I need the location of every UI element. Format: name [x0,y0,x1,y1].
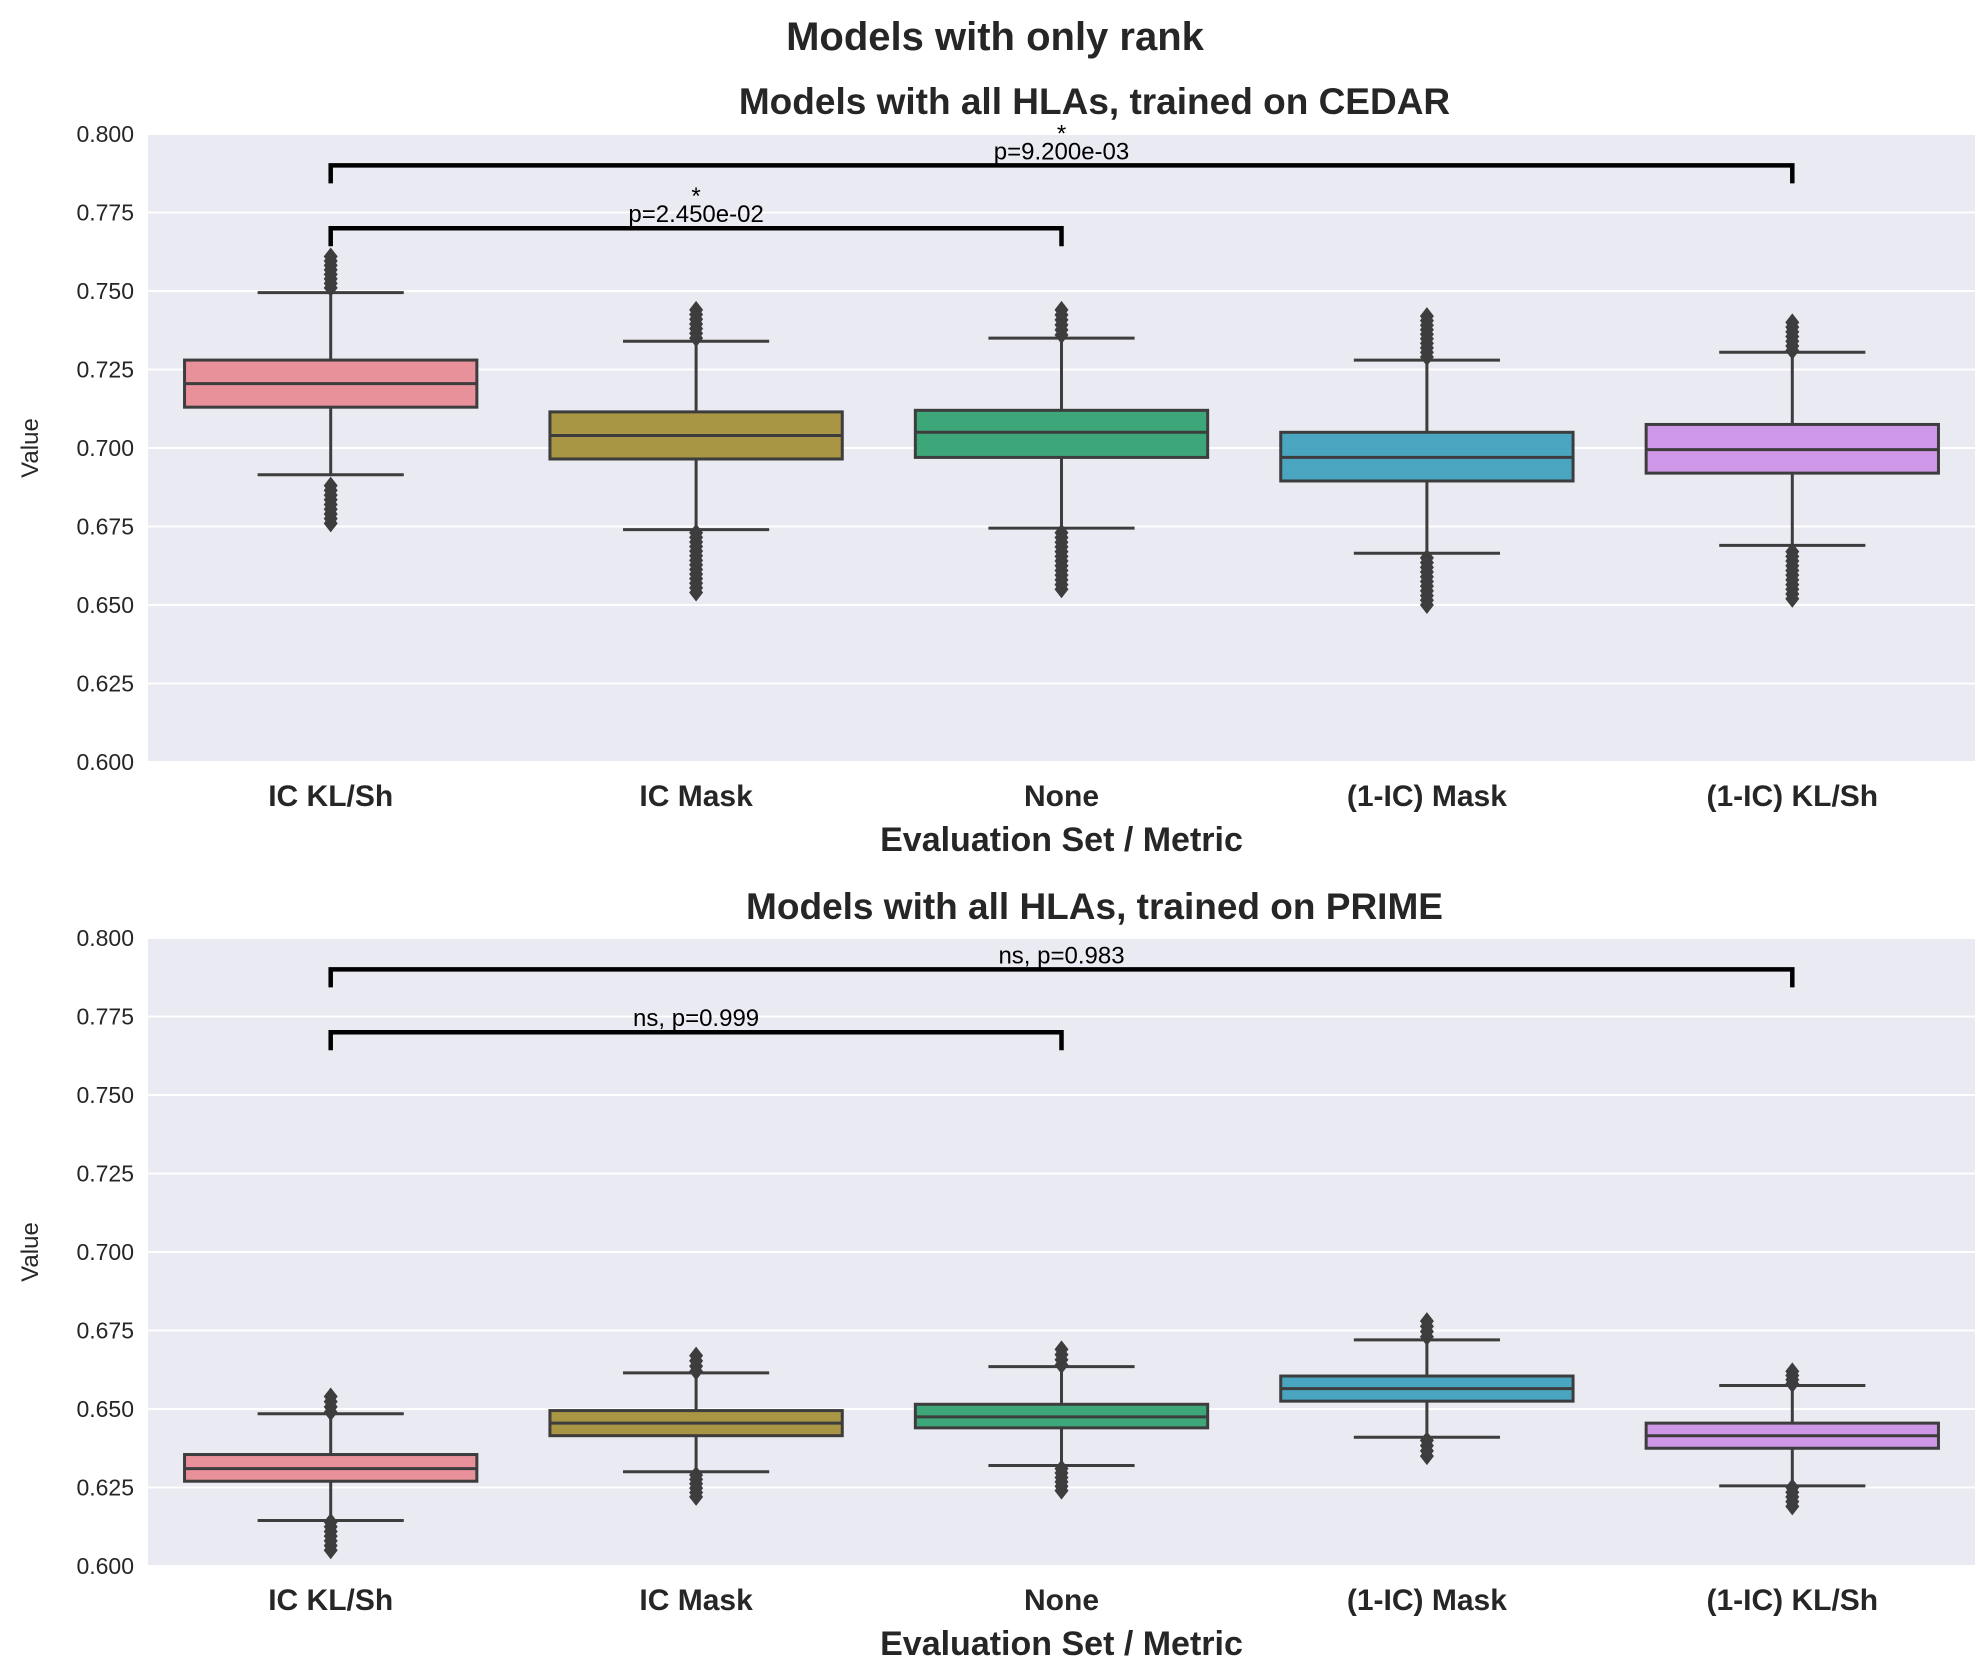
flier-high [323,1387,338,1406]
flier-low [1054,523,1069,542]
y-tick-label: 0.650 [76,592,134,618]
flier-low [689,523,704,542]
flier-high [1419,1312,1434,1331]
box-3 [913,300,1210,599]
y-tick-label: 0.700 [76,1239,134,1265]
x-tick-label: IC Mask [639,780,753,813]
y-tick-label: 0.800 [76,925,134,951]
y-tick-label: 0.700 [76,435,134,461]
significance-bracket: *p=9.200e-03 [328,120,1795,184]
x-tick-label: IC KL/Sh [268,780,393,813]
y-axis-label: Value [17,418,44,478]
box-2 [548,1346,844,1506]
flier-low [1419,1431,1434,1450]
y-tick-label: 0.775 [76,200,134,226]
x-axis-label: Evaluation Set / Metric [880,821,1243,859]
y-tick-label: 0.650 [76,1396,134,1422]
flier-low [323,476,338,495]
box-plot-panels: 0.600 0.625 0.650 0.675 0.700 0.725 0.750 0.775… [17,81,1975,1663]
bracket-line [328,967,1795,988]
p-value-label: ns, p=0.983 [998,942,1124,969]
significance-star: * [691,183,700,210]
x-tick-label: None [1024,1584,1099,1617]
bracket-line [328,163,1795,184]
y-tick-label: 0.725 [76,1161,134,1187]
flier-high [1785,313,1800,332]
panel-2: 0.600 0.625 0.650 0.675 0.700 0.725 0.750 0.775… [17,886,1975,1663]
x-tick-label: (1-IC) KL/Sh [1706,780,1878,813]
flier-high [1419,307,1434,326]
flier-high [1785,1362,1800,1381]
y-tick-label: 0.750 [76,278,134,304]
y-tick-label: 0.625 [76,1475,134,1501]
y-tick-label: 0.725 [76,357,134,383]
box-5 [1644,313,1940,608]
p-value-label: p=9.200e-03 [994,138,1129,165]
x-tick-label: (1-IC) Mask [1347,780,1507,813]
flier-low [689,1465,704,1484]
panel-title: Models with all HLAs, trained on CEDAR [739,81,1450,122]
flier-low [1785,1478,1800,1497]
y-tick-label: 0.625 [76,671,134,697]
box-4 [1279,307,1575,614]
significance-bracket: ns, p=0.999 [328,1005,1064,1051]
flier-high [689,300,704,319]
box-body [913,408,1210,459]
box-4 [1279,1312,1575,1466]
y-tick-label: 0.675 [76,1318,134,1344]
p-value-label: ns, p=0.999 [633,1005,759,1032]
flier-high [1054,300,1069,319]
y-axis-label: Value [17,1222,44,1282]
x-tick-label: None [1024,780,1099,813]
flier-low [1785,542,1800,561]
y-tick-label: 0.775 [76,1004,134,1030]
box-1 [183,1387,479,1560]
x-tick-label: (1-IC) Mask [1347,1584,1507,1617]
y-tick-label: 0.750 [76,1082,134,1108]
bracket-line [328,1029,1064,1051]
flier-low [323,1513,338,1532]
flier-high [689,1346,704,1365]
x-tick-label: IC KL/Sh [268,1584,393,1617]
panel-title: Models with all HLAs, trained on PRIME [746,886,1443,927]
box-1 [183,247,479,533]
significance-star: * [1057,120,1066,147]
y-tick-label: 0.800 [76,121,134,147]
y-tick-label: 0.675 [76,514,134,540]
significance-bracket: ns, p=0.983 [328,942,1795,988]
figure-title: Models with only rank [786,15,1205,59]
y-tick-label: 0.600 [76,1553,134,1579]
x-tick-label: IC Mask [639,1584,753,1617]
box-3 [913,1340,1210,1500]
x-tick-label: (1-IC) KL/Sh [1706,1584,1878,1617]
flier-low [1054,1459,1069,1478]
panel-1: 0.600 0.625 0.650 0.675 0.700 0.725 0.750 0.775… [17,81,1975,859]
bracket-line [328,225,1064,247]
flier-high [1054,1340,1069,1359]
flier-high [323,247,338,266]
box-5 [1644,1362,1940,1516]
significance-bracket: *p=2.450e-02 [328,183,1064,247]
flier-low [1419,548,1434,567]
y-tick-label: 0.600 [76,749,134,775]
x-axis-label: Evaluation Set / Metric [880,1625,1243,1663]
box-2 [548,300,844,602]
p-value-label: p=2.450e-02 [628,201,763,228]
